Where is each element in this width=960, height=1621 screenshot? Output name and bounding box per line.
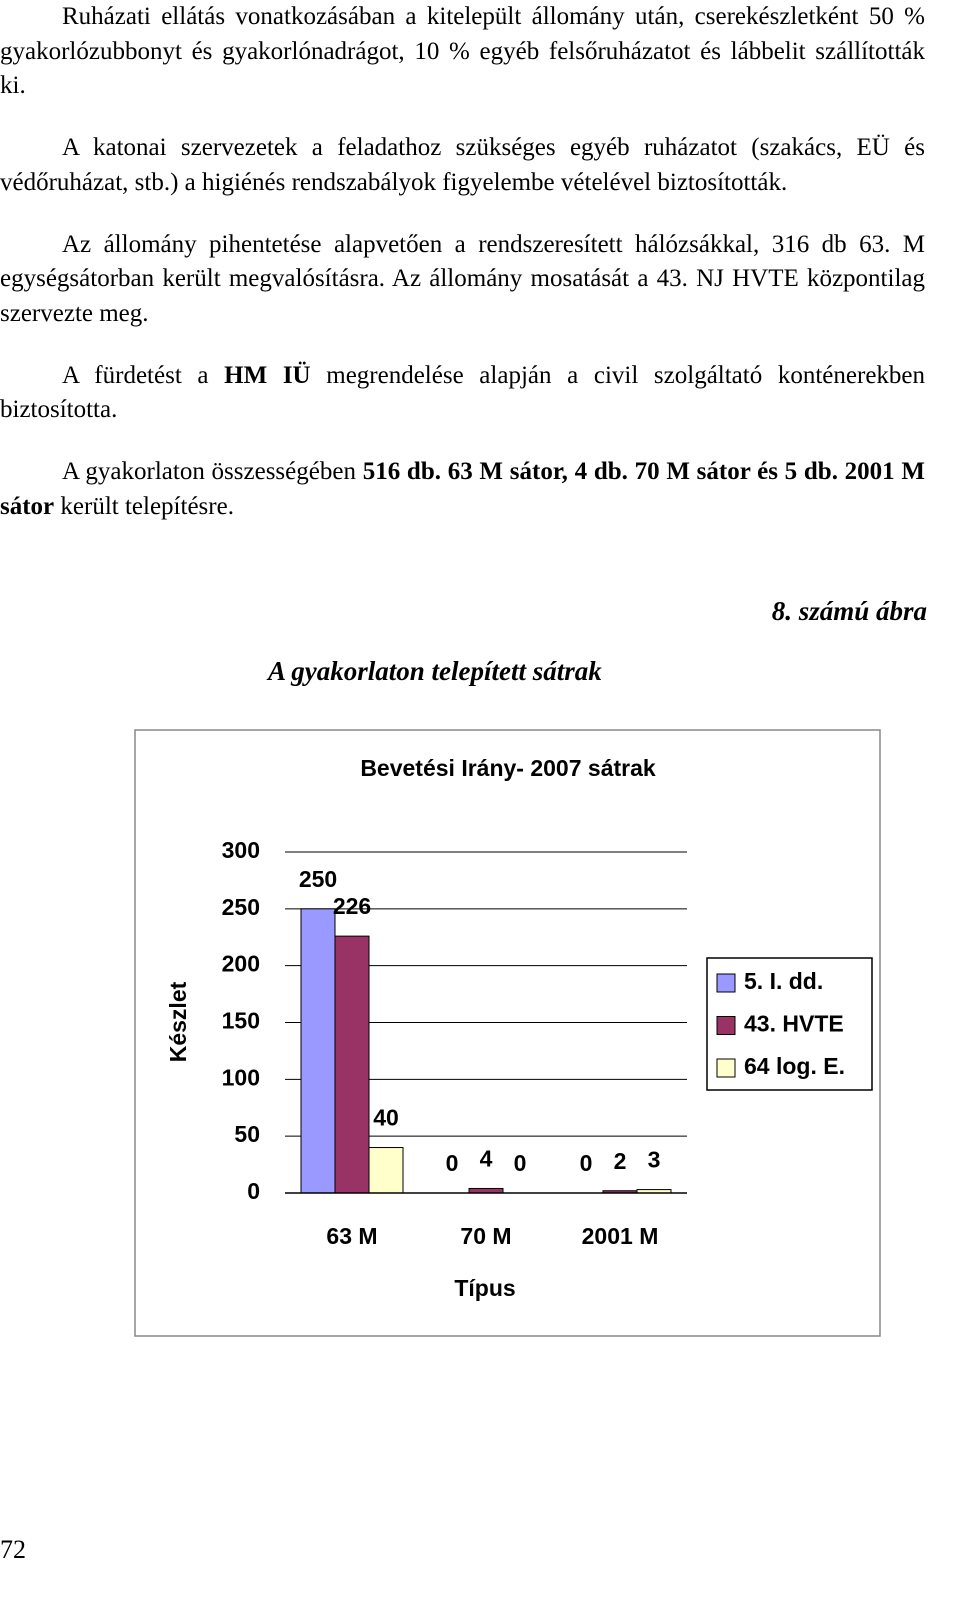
legend-swatch [716, 973, 736, 993]
legend-swatch [716, 1058, 736, 1078]
x-tick-label: 70 M [460, 1223, 511, 1249]
x-tick-label: 2001 M [582, 1223, 659, 1249]
y-tick-label: 50 [234, 1121, 260, 1147]
value-label: 0 [514, 1150, 527, 1176]
value-label: 2 [614, 1148, 627, 1174]
x-axis-label: Típus [454, 1275, 515, 1301]
paragraph: A fürdetést a HM IÜ megrendelése alapján… [0, 359, 925, 428]
chart: Bevetési Irány- 2007 sátrak Típus Készle… [134, 729, 881, 1337]
bold-text: HM IÜ [224, 361, 311, 389]
value-label: 40 [373, 1105, 399, 1131]
bar [368, 1147, 404, 1194]
text: megrendelése alapján a civil szolgáltató… [0, 361, 926, 424]
bar [334, 935, 370, 1194]
value-label: 4 [480, 1146, 493, 1172]
bold-text: 516 db. 63 M sátor, 4 db. 70 M sátor és … [0, 458, 926, 520]
bar [300, 908, 336, 1194]
text: A fürdetést a [62, 361, 225, 389]
value-label: 0 [446, 1150, 459, 1176]
paragraph: Az állomány pihentetése alapvetően a ren… [0, 228, 925, 332]
value-label: 250 [299, 866, 337, 892]
x-tick-label: 63 M [326, 1223, 377, 1249]
page-number: 72 [0, 1535, 26, 1564]
paragraph: A katonai szervezetek a feladathoz szüks… [0, 131, 925, 200]
text: Az állomány pihentetése alapvetően a ren… [0, 230, 925, 327]
y-tick-label: 150 [222, 1008, 260, 1034]
paragraph: Ruházati ellátás vonatkozásában a kitele… [0, 0, 925, 104]
value-label: 226 [333, 893, 371, 919]
legend-label: 64 log. E. [744, 1053, 845, 1079]
chart-title: Bevetési Irány- 2007 sátrak [360, 755, 656, 781]
y-tick-label: 300 [222, 837, 260, 863]
text: A gyakorlaton összességében [62, 458, 363, 486]
legend-swatch [716, 1016, 736, 1035]
legend-label: 43. HVTE [744, 1011, 844, 1037]
figure-number: 8. számú ábra [771, 596, 927, 626]
value-label: 3 [648, 1147, 661, 1173]
y-tick-label: 250 [222, 894, 260, 920]
text: Ruházati ellátás vonatkozásában a kitele… [0, 3, 925, 100]
body-text: Ruházati ellátás vonatkozásában a kitele… [0, 0, 925, 551]
figure-caption: A gyakorlaton telepített sátrak [268, 656, 602, 686]
paragraph: A gyakorlaton összességében 516 db. 63 M… [0, 455, 925, 524]
y-tick-label: 0 [247, 1178, 260, 1204]
text: került telepítésre. [54, 492, 234, 520]
value-label: 0 [580, 1150, 593, 1176]
y-axis-label: Készlet [165, 981, 191, 1062]
y-tick-label: 100 [222, 1064, 260, 1090]
text: A katonai szervezetek a feladathoz szüks… [0, 134, 925, 196]
y-tick-label: 200 [222, 951, 260, 977]
legend-label: 5. I. dd. [744, 968, 823, 994]
